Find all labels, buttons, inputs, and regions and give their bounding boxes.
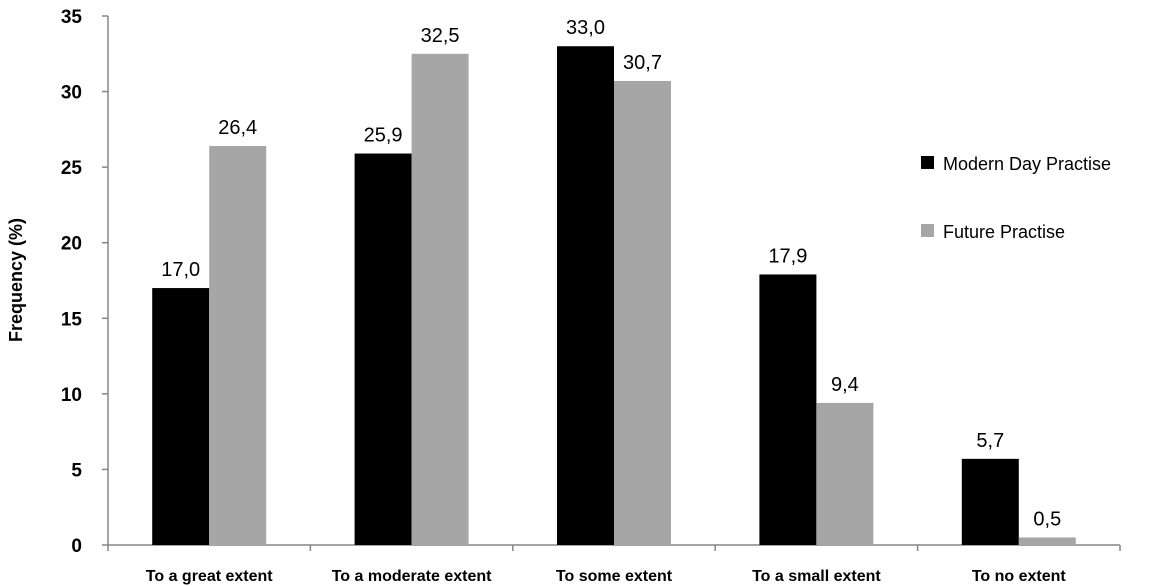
- bar-modern-day: [354, 153, 412, 546]
- bar-future: [1018, 537, 1076, 545]
- data-label: 33,0: [566, 17, 605, 39]
- legend: Modern Day Practise Future Practise: [921, 154, 1111, 242]
- data-label: 17,9: [768, 245, 807, 267]
- y-tick-label: 20: [61, 234, 82, 255]
- data-label: 32,5: [421, 25, 460, 47]
- bar-modern-day: [152, 288, 210, 545]
- x-axis-ticks: To a great extent To a moderate extent To …: [107, 545, 1121, 585]
- data-label: 5,7: [976, 430, 1004, 452]
- legend-swatch: [921, 156, 934, 169]
- x-category-label: To a small extent: [752, 568, 881, 585]
- bar-future: [614, 80, 671, 546]
- data-label: 0,5: [1033, 508, 1061, 530]
- data-label: 17,0: [161, 259, 200, 281]
- legend-label: Future Practise: [943, 222, 1065, 242]
- bars: [152, 46, 1076, 546]
- x-category-label: To a great extent: [146, 568, 274, 585]
- data-label: 30,7: [623, 52, 662, 74]
- data-label: 25,9: [364, 125, 403, 147]
- y-axis-label: Frequency (%): [6, 218, 26, 342]
- legend-swatch: [921, 224, 934, 237]
- y-tick-label: 15: [61, 309, 83, 330]
- y-tick-label: 5: [71, 460, 82, 481]
- bar-future: [209, 145, 267, 546]
- bar-future: [411, 53, 469, 546]
- y-tick-label: 25: [61, 158, 83, 179]
- x-category-label: To no extent: [972, 568, 1067, 585]
- bar-modern-day: [961, 458, 1019, 545]
- bar-modern-day: [759, 274, 817, 545]
- bar-future: [816, 402, 874, 545]
- x-category-label: To some extent: [556, 568, 673, 585]
- y-tick-label: 0: [71, 536, 82, 557]
- bar-modern-day: [557, 46, 614, 545]
- data-labels: 17,0 25,9 33,0 17,9 5,7 26,4 32,5 30,7 9,4 0,5: [161, 17, 1061, 530]
- y-axis-ticks: 0 5 10 15 20 25 30 35: [61, 7, 108, 557]
- y-tick-label: 35: [61, 7, 83, 28]
- y-tick-label: 30: [61, 83, 82, 104]
- legend-label: Modern Day Practise: [943, 154, 1111, 174]
- y-tick-label: 10: [61, 385, 82, 406]
- x-category-label: To a moderate extent: [332, 568, 492, 585]
- data-label: 9,4: [831, 374, 859, 396]
- data-label: 26,4: [218, 117, 257, 139]
